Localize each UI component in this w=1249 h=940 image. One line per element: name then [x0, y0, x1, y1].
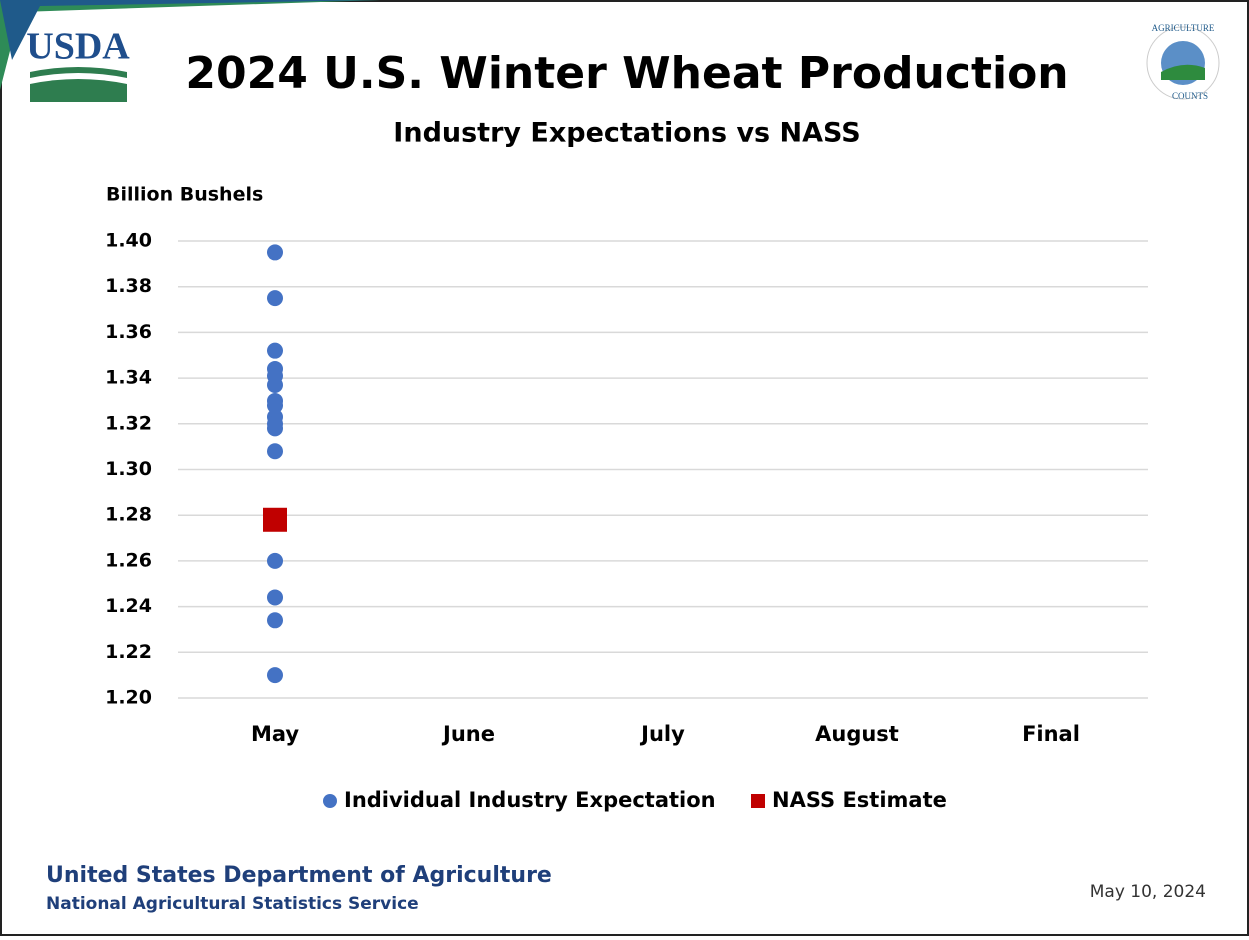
x-tick-label: August	[815, 722, 899, 746]
marker	[267, 552, 283, 569]
x-tick-label: June	[441, 722, 495, 746]
marker	[267, 612, 283, 629]
y-tick-label: 1.38	[105, 275, 152, 297]
logo-text: USDA	[26, 26, 130, 68]
logo-wave	[30, 67, 127, 78]
footer-date: May 10, 2024	[1090, 882, 1206, 902]
logo-wave	[30, 79, 127, 102]
legend-marker	[751, 794, 765, 808]
y-tick-label: 1.28	[105, 504, 152, 526]
legend-label: NASS Estimate	[772, 788, 947, 812]
legend-marker	[323, 794, 337, 808]
x-tick-label: July	[639, 722, 685, 746]
y-tick-label: 1.22	[105, 641, 152, 663]
marker	[267, 342, 283, 359]
marker	[267, 244, 283, 261]
usda-logo: USDA	[26, 26, 130, 102]
x-tick-label: May	[251, 722, 299, 746]
y-tick-label: 1.36	[105, 321, 152, 343]
chart-title: 2024 U.S. Winter Wheat Production	[185, 48, 1068, 99]
y-axis-label: Billion Bushels	[106, 184, 263, 206]
y-tick-label: 1.40	[105, 230, 152, 252]
x-tick-label: Final	[1022, 722, 1080, 746]
logo-field	[1161, 64, 1205, 80]
marker	[267, 667, 283, 684]
y-tick-label: 1.20	[105, 687, 152, 709]
chart-subtitle: Industry Expectations vs NASS	[393, 118, 860, 149]
marker	[267, 397, 283, 414]
y-tick-label: 1.34	[105, 367, 152, 389]
marker	[267, 290, 283, 307]
logo-text: COUNTS	[1172, 91, 1208, 101]
marker	[267, 420, 283, 437]
y-tick-label: 1.30	[105, 458, 152, 480]
ag-counts-logo: AGRICULTURE COUNTS	[1146, 23, 1220, 101]
legend-label: Individual Industry Expectation	[344, 788, 716, 812]
logo-text: AGRICULTURE	[1152, 23, 1215, 33]
marker	[267, 589, 283, 606]
marker	[267, 443, 283, 460]
marker	[263, 507, 287, 532]
y-tick-label: 1.26	[105, 549, 152, 571]
footer-service: National Agricultural Statistics Service	[46, 894, 419, 914]
footer-org: United States Department of Agriculture	[46, 863, 552, 888]
y-tick-label: 1.24	[105, 595, 152, 617]
marker	[267, 376, 283, 393]
y-tick-label: 1.32	[105, 412, 152, 434]
accent-blue	[0, 0, 380, 60]
